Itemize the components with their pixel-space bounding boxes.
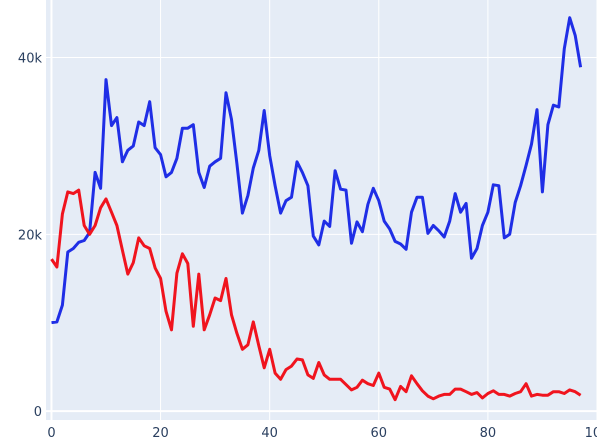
y-tick-label: 0	[34, 405, 42, 420]
x-tick-label: 20	[152, 426, 169, 441]
series-lines	[50, 16, 583, 402]
series-line-red	[50, 188, 582, 402]
x-tick-label: 0	[47, 426, 55, 441]
y-tick-label: 40k	[18, 51, 43, 66]
x-tick-label: 40	[261, 426, 278, 441]
plot-area	[46, 0, 597, 420]
series-line-blue	[51, 16, 583, 325]
y-tick-label: 20k	[18, 228, 43, 243]
x-tick-label: 60	[371, 426, 388, 441]
x-tick-label: 80	[480, 426, 497, 441]
x-tick-label: 100	[585, 426, 597, 441]
y-axis-ticks: 0 20k 40k	[18, 51, 43, 420]
x-axis-ticks: 0 20 40 60 80 100	[47, 426, 597, 441]
